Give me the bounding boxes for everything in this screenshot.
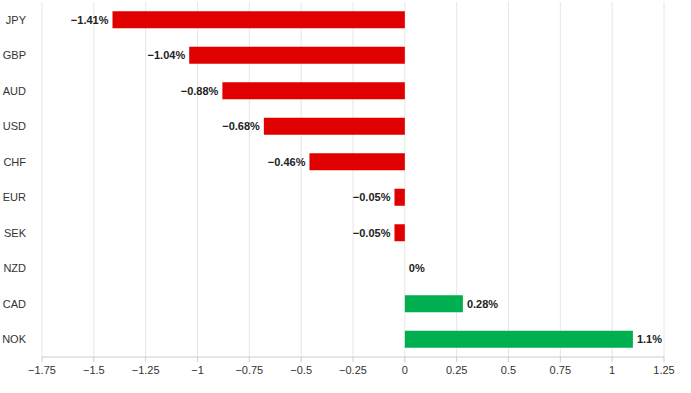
tick-mark xyxy=(93,357,94,362)
tick-label: 1.25 xyxy=(653,364,674,376)
tick-mark xyxy=(249,357,250,362)
tick-label: −1.5 xyxy=(83,364,105,376)
bar xyxy=(404,260,405,277)
category-label: SEK xyxy=(4,227,27,239)
grid xyxy=(42,2,664,357)
grid-line xyxy=(612,2,613,357)
grid-line xyxy=(560,2,561,357)
tick-mark xyxy=(301,357,302,362)
tick-label: −1.25 xyxy=(132,364,160,376)
category-label: AUD xyxy=(3,85,26,97)
data-label: −1.04% xyxy=(148,49,186,61)
tick-label: −0.75 xyxy=(235,364,263,376)
data-label: −0.46% xyxy=(268,156,306,168)
x-axis: −1.75 −1.5 −1.25 −1 −0.75 −0.5 −0.25 0 0.25 0.5 0.… xyxy=(28,357,675,376)
data-label: 1.1% xyxy=(637,333,662,345)
tick-label: 0 xyxy=(402,364,408,376)
tick-mark xyxy=(197,357,198,362)
category-label: EUR xyxy=(3,191,26,203)
data-label: −0.68% xyxy=(222,120,260,132)
axis-line xyxy=(42,357,664,358)
tick-label: 0.5 xyxy=(501,364,516,376)
tick-label: 0.25 xyxy=(446,364,467,376)
tick-mark xyxy=(404,357,405,362)
data-label: −0.05% xyxy=(353,227,391,239)
category-label: NZD xyxy=(3,262,26,274)
bars xyxy=(112,11,632,348)
grid-line xyxy=(664,2,665,357)
tick-mark xyxy=(508,357,509,362)
tick-label: −1.75 xyxy=(28,364,56,376)
grid-line xyxy=(93,2,94,357)
category-label: USD xyxy=(3,120,26,132)
bar xyxy=(112,11,404,28)
bar xyxy=(405,295,463,312)
category-label: CAD xyxy=(3,298,26,310)
tick-label: −0.25 xyxy=(339,364,367,376)
category-label: NOK xyxy=(2,333,27,345)
bar xyxy=(264,118,405,135)
data-label: 0% xyxy=(409,262,425,274)
grid-line xyxy=(508,2,509,357)
category-label: GBP xyxy=(3,49,26,61)
grid-line xyxy=(145,2,146,357)
bar xyxy=(394,189,404,206)
tick-mark xyxy=(42,357,43,362)
data-label: −1.41% xyxy=(71,14,109,26)
tick-mark xyxy=(145,357,146,362)
bar xyxy=(394,224,404,241)
tick-mark xyxy=(456,357,457,362)
tick-label: −1 xyxy=(191,364,204,376)
tick-mark xyxy=(353,357,354,362)
data-label: −0.88% xyxy=(181,85,219,97)
tick-label: 1 xyxy=(609,364,615,376)
bar xyxy=(189,47,405,64)
labels: JPY −1.41% GBP −1.04% AUD −0.88% USD −0.68% CHF −… xyxy=(2,14,662,346)
category-label: JPY xyxy=(6,14,27,26)
chart: −1.75 −1.5 −1.25 −1 −0.75 −0.5 −0.25 0 0.25 0.5 0.… xyxy=(0,0,691,393)
tick-label: 0.75 xyxy=(550,364,571,376)
grid-line xyxy=(42,2,43,357)
tick-mark xyxy=(664,357,665,362)
data-label: −0.05% xyxy=(353,191,391,203)
bar xyxy=(405,331,633,348)
data-label: 0.28% xyxy=(467,298,498,310)
tick-mark xyxy=(612,357,613,362)
category-label: CHF xyxy=(3,156,26,168)
tick-mark xyxy=(560,357,561,362)
bar xyxy=(222,82,404,99)
tick-label: −0.5 xyxy=(290,364,312,376)
bar xyxy=(309,153,404,170)
